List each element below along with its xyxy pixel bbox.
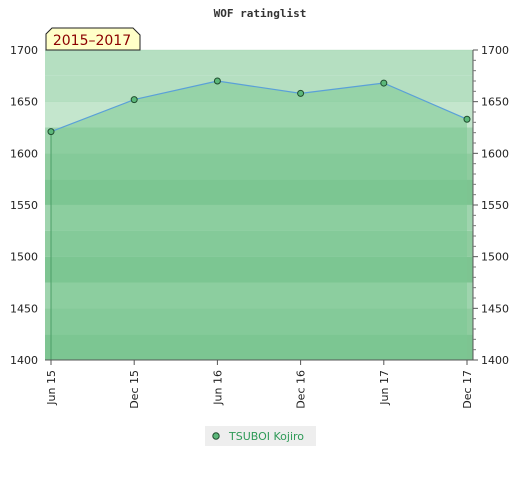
y-tick-label: 1650 [10,96,38,109]
series-area [51,81,467,360]
y-tick-label: 1450 [10,302,38,315]
x-axis: Jun 15 Dec 15 Jun 16 Dec 16 Jun 17 Dec 17 [45,359,474,409]
x-tick-label: Dec 17 [461,370,474,409]
legend-box [205,426,316,446]
y-axis-right: 1400 1450 1500 1550 1600 1650 1700 [472,44,509,367]
legend-label: TSUBOI Kojiro [228,430,304,443]
chart-title: WOF ratinglist [214,7,307,20]
y-tick-label-right: 1450 [481,302,509,315]
x-tick-label: Dec 15 [128,370,141,409]
series-line [50,80,468,133]
y-axis-left: 1400 1450 1500 1550 1600 1650 1700 [10,44,38,367]
y-tick-label: 1400 [10,354,38,367]
y-tick-label-right: 1500 [481,251,509,264]
y-tick-label: 1700 [10,44,38,57]
y-tick-label: 1550 [10,199,38,212]
x-tick-label: Dec 16 [295,370,308,409]
data-point [463,115,471,123]
period-badge: 2015–2017 [45,27,141,51]
y-tick-label-right: 1650 [481,96,509,109]
y-tick-label-right: 1600 [481,147,509,160]
y-tick-label-right: 1400 [481,354,509,367]
legend-marker [212,432,220,440]
period-badge-shape [45,27,141,51]
y-tick-label: 1500 [10,251,38,264]
series-markers [47,77,471,136]
data-point [297,89,305,97]
y-tick-label: 1600 [10,147,38,160]
x-tick-label: Jun 15 [45,370,58,406]
data-point [213,77,221,85]
y-tick-label-right: 1550 [481,199,509,212]
data-point [130,96,138,104]
data-point [380,79,388,87]
legend: TSUBOI Kojiro [205,426,316,446]
x-tick-label: Jun 17 [378,370,391,406]
period-badge-label: 2015–2017 [53,33,131,49]
data-point [47,128,55,136]
background-band [45,50,473,76]
y-tick-label-right: 1700 [481,44,509,57]
x-tick-label: Jun 16 [211,370,224,406]
